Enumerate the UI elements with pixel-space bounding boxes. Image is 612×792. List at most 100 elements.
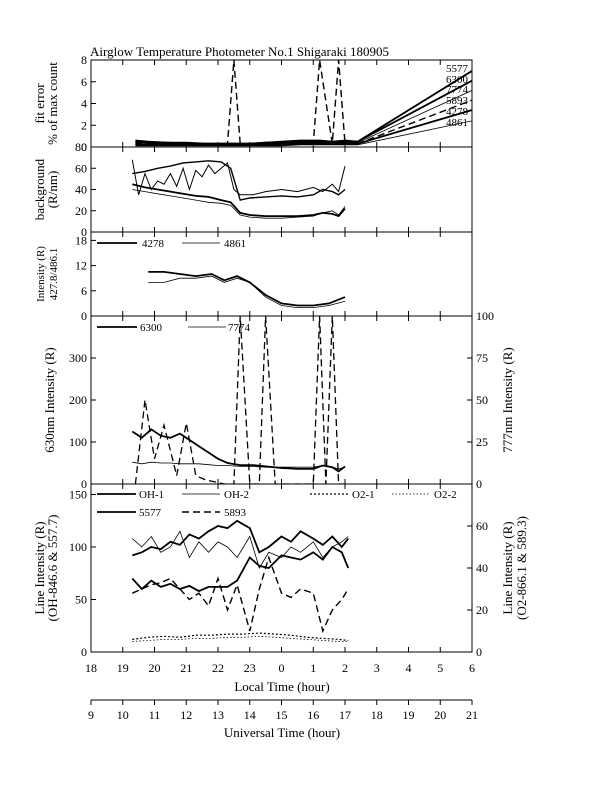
series-line-7774 — [132, 461, 346, 470]
series-line-O2-2 — [132, 635, 349, 642]
y-axis-label: % of max count — [45, 62, 60, 145]
local-tick-label: 5 — [437, 661, 443, 675]
y-axis-label: Intensity (R) — [35, 246, 47, 302]
local-tick-label: 3 — [374, 661, 380, 675]
y-tick-label: 200 — [69, 393, 87, 407]
legend-label-5893: 5893 — [224, 507, 247, 519]
ut-tick-label: 10 — [117, 708, 129, 722]
y-tick-label: 6 — [81, 75, 87, 89]
y-tick-label: 50 — [75, 593, 87, 607]
ut-tick-label: 19 — [403, 708, 415, 722]
y-axis-label-right: 777nm Intensity (R) — [500, 347, 515, 452]
local-tick-label: 2 — [342, 661, 348, 675]
legend-label-O2-2: O2-2 — [434, 489, 457, 501]
y-tick-label-right: 100 — [476, 309, 494, 323]
y-tick-label-right: 50 — [476, 393, 488, 407]
y-tick-label: 0 — [81, 477, 87, 491]
universal-time-label: Universal Time (hour) — [224, 725, 340, 740]
series-line-b2 — [132, 160, 346, 201]
series-line-7774 — [135, 90, 472, 146]
y-tick-label-right: 0 — [476, 477, 482, 491]
legend-label-O2-1: O2-1 — [352, 489, 375, 501]
panel-frame — [90, 59, 473, 148]
ut-tick-label: 15 — [276, 708, 288, 722]
legend-label-5577: 5577 — [139, 507, 162, 519]
series-line-OH-2 — [132, 530, 349, 569]
local-tick-label: 6 — [469, 661, 475, 675]
panel-frame — [90, 315, 473, 485]
y-tick-label: 2 — [81, 118, 87, 132]
local-tick-label: 19 — [117, 661, 129, 675]
series-label-5893: 5893 — [446, 95, 469, 107]
series-line-b1 — [131, 159, 346, 196]
series-line-5893 — [132, 555, 349, 634]
series-line-4278 — [148, 270, 346, 307]
y-axis-label: background — [32, 158, 47, 220]
y-axis-label: Line Intensity (R) — [32, 521, 47, 614]
y-tick-label: 40 — [75, 183, 87, 197]
series-line-OH-1 — [132, 519, 349, 557]
series-line-5893-dashed — [134, 316, 345, 484]
ut-tick-label: 9 — [88, 708, 94, 722]
y-tick-label-right: 75 — [476, 351, 488, 365]
legend-label-6300: 6300 — [140, 322, 163, 334]
universal-time-axis: 9 10 11 12 13 14 15 16 17 18 19 20 21 — [88, 699, 478, 722]
series-line-6300 — [135, 79, 472, 145]
y-tick-label: 80 — [75, 140, 87, 154]
y-tick-label-right: 40 — [476, 561, 488, 575]
local-tick-label: 23 — [244, 661, 256, 675]
ut-tick-label: 18 — [371, 708, 383, 722]
series-label-5577: 5577 — [446, 63, 469, 75]
y-tick-label: 0 — [81, 140, 87, 154]
series-label-4278: 4278 — [446, 106, 469, 118]
panel-intensity-6300-7774: 0 100 200 300 0 25 50 75 100 630nm Intensity (R) 7… — [42, 309, 515, 491]
series-line-6300 — [131, 428, 346, 473]
ut-tick-label: 21 — [466, 708, 478, 722]
series-group — [131, 316, 346, 484]
y-tick-label: 6 — [81, 284, 87, 298]
y-tick-label: 8 — [81, 53, 87, 67]
y-tick-label-right: 60 — [476, 519, 488, 533]
series-line-4861 — [135, 120, 472, 147]
local-tick-label: 22 — [212, 661, 224, 675]
ut-tick-label: 17 — [339, 708, 351, 722]
y-tick-label: 18 — [75, 233, 87, 247]
y-tick-label: 60 — [75, 161, 87, 175]
y-tick-label: 150 — [69, 488, 87, 502]
local-tick-label: 0 — [279, 661, 285, 675]
y-axis-label: (R/nm) — [45, 171, 60, 209]
local-tick-label: 4 — [406, 661, 412, 675]
ut-tick-label: 14 — [244, 708, 256, 722]
y-axis-label: 630nm Intensity (R) — [42, 347, 57, 452]
series-label-7774: 7774 — [446, 84, 469, 96]
y-tick-label: 0 — [81, 645, 87, 659]
y-axis-label: 427.8/486.1 — [48, 248, 60, 301]
local-time-axis: 18 19 20 21 22 23 0 1 2 3 4 5 6 — [85, 661, 475, 675]
panel-background: 0 20 40 60 80 background(R/nm) — [32, 140, 473, 239]
series-line-b3 — [132, 183, 346, 218]
local-tick-label: 20 — [149, 661, 161, 675]
y-axis-label-right: Line Intensity (R) — [500, 521, 515, 614]
legend-label-OH-2: OH-2 — [224, 489, 249, 501]
ut-tick-label: 20 — [434, 708, 446, 722]
y-tick-label: 0 — [81, 225, 87, 239]
y-tick-label-right: 20 — [476, 603, 488, 617]
legend-label-7774: 7774 — [228, 322, 251, 334]
series-label-6300: 6300 — [446, 74, 469, 86]
ut-tick-label: 11 — [149, 708, 161, 722]
ut-tick-label: 16 — [307, 708, 319, 722]
chart-title: Airglow Temperature Photometer No.1 Shig… — [90, 44, 389, 59]
series-group — [131, 519, 350, 642]
series-label-4861: 4861 — [446, 117, 468, 129]
y-tick-label-right: 25 — [476, 435, 488, 449]
series-line-O2-1 — [132, 632, 349, 642]
y-tick-label: 12 — [75, 259, 87, 273]
series-group — [148, 270, 346, 309]
panel-intensity-4278-4861: 0 6 12 18 Intensity (R) 427.8/486.1 — [35, 231, 473, 323]
y-tick-label: 0 — [81, 309, 87, 323]
local-tick-label: 21 — [180, 661, 192, 675]
y-tick-label: 300 — [69, 351, 87, 365]
series-group — [135, 60, 472, 147]
